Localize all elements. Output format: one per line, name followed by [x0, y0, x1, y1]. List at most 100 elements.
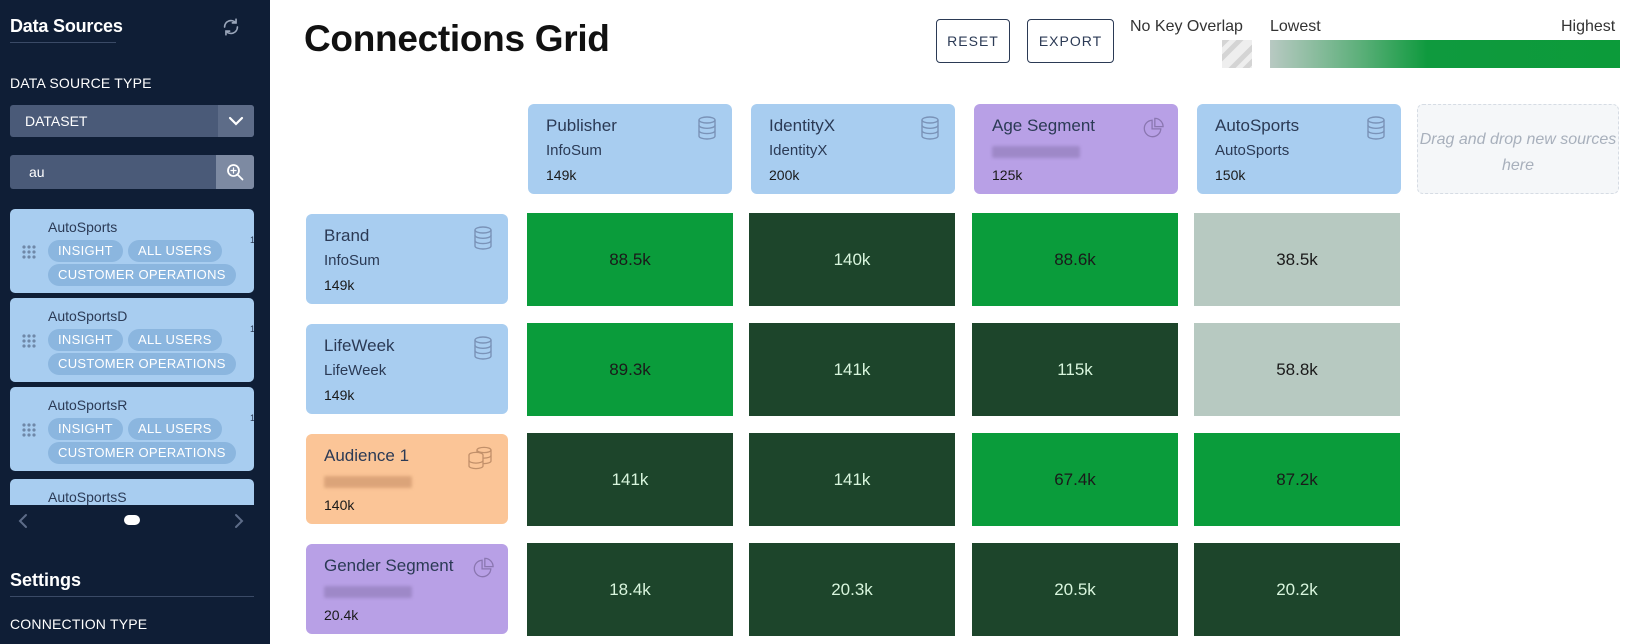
grid-cell[interactable]: 38.5k [1194, 213, 1400, 306]
connection-type-label: CONNECTION TYPE [10, 616, 148, 632]
source-count-clipped: 15 [250, 413, 254, 423]
hatch-pattern-icon [1222, 40, 1252, 68]
row-header-brand[interactable]: Brand InfoSum 149k [306, 214, 508, 304]
grid-cell[interactable]: 141k [749, 323, 955, 416]
grid-cell[interactable]: 18.4k [527, 543, 733, 636]
source-card[interactable]: AutoSportsS [10, 479, 254, 505]
column-header-identityx[interactable]: IdentityX IdentityX 200k [751, 104, 955, 194]
settings-title: Settings [10, 570, 82, 590]
pager-indicator[interactable] [124, 515, 140, 525]
source-count: 125k [992, 167, 1023, 183]
source-name: AutoSportsS [48, 489, 127, 505]
pie-chart-icon [1143, 117, 1164, 138]
redacted-owner [992, 146, 1080, 158]
grid-cell[interactable]: 88.5k [527, 213, 733, 306]
source-name: AutoSports [1215, 116, 1300, 135]
column-header-age-segment[interactable]: Age Segment 125k [974, 104, 1178, 194]
legend-highest-label: Highest [1561, 18, 1616, 35]
source-name: Publisher [546, 116, 617, 135]
source-count: 20.4k [324, 607, 359, 623]
source-name: Brand [324, 226, 370, 245]
source-count: 149k [324, 387, 355, 403]
dropzone-text: Drag and drop new sources here [1419, 131, 1617, 174]
legend-lowest-label: Lowest [1270, 18, 1321, 35]
search-icon [227, 164, 244, 181]
source-list[interactable]: AutoSports INSIGHT ALL USERS CUSTOMER OP… [10, 209, 254, 505]
grid-cell[interactable]: 87.2k [1194, 433, 1400, 526]
database-icon [921, 116, 939, 140]
tag-badge: INSIGHT [48, 418, 123, 440]
legend-gradient-bar [1270, 40, 1620, 68]
tag-badge: ALL USERS [128, 240, 222, 262]
grid-cell[interactable]: 20.5k [972, 543, 1178, 636]
drag-handle-icon[interactable] [22, 334, 36, 348]
redacted-owner [324, 586, 412, 598]
chevron-right-icon[interactable] [232, 512, 246, 530]
grid-cell[interactable]: 20.3k [749, 543, 955, 636]
tag-badge: INSIGHT [48, 240, 123, 262]
redacted-owner [324, 476, 412, 488]
grid-cell[interactable]: 58.8k [1194, 323, 1400, 416]
grid-cell[interactable]: 141k [749, 433, 955, 526]
source-name: Gender Segment [324, 556, 454, 575]
source-count: 140k [324, 497, 355, 513]
source-owner: InfoSum [546, 142, 602, 159]
grid-cell[interactable]: 141k [527, 433, 733, 526]
source-owner: IdentityX [769, 142, 828, 159]
source-count: 200k [769, 167, 800, 183]
data-source-type-select[interactable]: DATASET [10, 105, 254, 137]
tag-badge: CUSTOMER OPERATIONS [48, 353, 236, 375]
reset-button[interactable]: RESET [936, 19, 1010, 63]
grid-cell[interactable]: 140k [749, 213, 955, 306]
tag-badge: CUSTOMER OPERATIONS [48, 442, 236, 464]
source-owner: LifeWeek [324, 362, 387, 379]
source-name: Age Segment [992, 116, 1096, 135]
database-icon [474, 336, 492, 360]
row-header-lifeweek[interactable]: LifeWeek LifeWeek 149k [306, 324, 508, 414]
source-owner: AutoSports [1215, 142, 1290, 159]
source-card[interactable]: AutoSportsR INSIGHT ALL USERS CUSTOMER O… [10, 387, 254, 471]
source-name: LifeWeek [324, 336, 395, 355]
source-count-clipped: 14 [250, 324, 254, 334]
sidebar-title: Data Sources [10, 16, 123, 36]
source-card[interactable]: AutoSportsD INSIGHT ALL USERS CUSTOMER O… [10, 298, 254, 382]
dropzone[interactable]: Drag and drop new sources here [1417, 104, 1619, 194]
grid-cell[interactable]: 89.3k [527, 323, 733, 416]
dropdown-button[interactable] [218, 105, 254, 137]
pie-chart-icon [473, 557, 494, 578]
no-key-overlap-label: No Key Overlap [1130, 18, 1243, 35]
source-count: 150k [1215, 167, 1246, 183]
grid-cell[interactable]: 88.6k [972, 213, 1178, 306]
data-source-type-value: DATASET [25, 113, 88, 129]
source-count: 149k [546, 167, 577, 183]
source-count-clipped: 15 [250, 235, 254, 245]
row-header-gender-segment[interactable]: Gender Segment 20.4k [306, 544, 508, 634]
tag-badge: ALL USERS [128, 329, 222, 351]
grid-cell[interactable]: 67.4k [972, 433, 1178, 526]
search-button[interactable] [216, 155, 254, 189]
column-header-publisher[interactable]: Publisher InfoSum 149k [528, 104, 732, 194]
drag-handle-icon[interactable] [22, 245, 36, 259]
data-source-type-label: DATA SOURCE TYPE [10, 75, 152, 91]
divider [10, 596, 254, 597]
chevron-left-icon[interactable] [16, 512, 30, 530]
database-icon [1367, 116, 1385, 140]
tag-badge: INSIGHT [48, 329, 123, 351]
search-input[interactable] [10, 155, 216, 189]
source-name: AutoSports [48, 219, 118, 235]
column-header-autosports[interactable]: AutoSports AutoSports 150k [1197, 104, 1401, 194]
grid-cell[interactable]: 20.2k [1194, 543, 1400, 636]
source-owner: InfoSum [324, 252, 380, 269]
grid-cell[interactable]: 115k [972, 323, 1178, 416]
source-card[interactable]: AutoSports INSIGHT ALL USERS CUSTOMER OP… [10, 209, 254, 293]
source-name: IdentityX [769, 116, 836, 135]
source-name: Audience 1 [324, 446, 410, 465]
stacked-database-icon [468, 446, 492, 470]
export-button[interactable]: EXPORT [1027, 19, 1114, 63]
drag-handle-icon[interactable] [22, 423, 36, 437]
sidebar: Data Sources DATA SOURCE TYPE DATASET Au… [0, 0, 270, 644]
source-name: AutoSportsR [48, 397, 128, 413]
tag-badge: CUSTOMER OPERATIONS [48, 264, 236, 286]
refresh-icon[interactable] [220, 16, 242, 38]
row-header-audience-1[interactable]: Audience 1 140k [306, 434, 508, 524]
